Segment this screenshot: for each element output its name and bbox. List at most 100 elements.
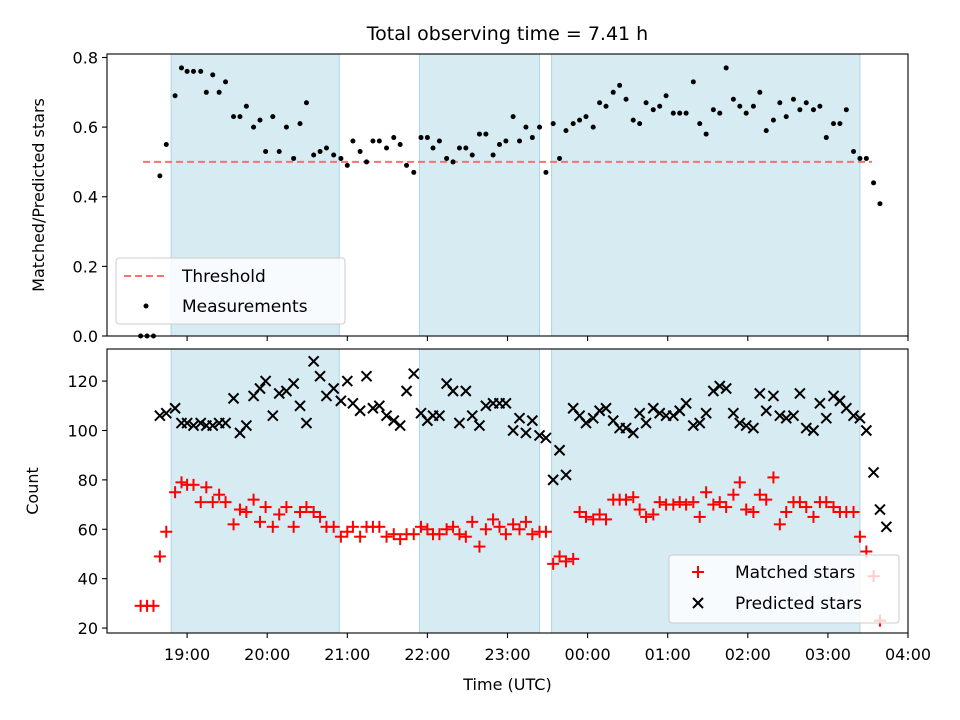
matched-star-point	[800, 501, 813, 514]
predicted-star-point	[447, 385, 459, 397]
measurement-point	[803, 100, 809, 106]
ratio-panel: 0.00.20.40.60.8 Matched/Predicted stars …	[29, 48, 909, 346]
matched-star-point	[793, 496, 806, 509]
predicted-star-point	[388, 414, 400, 427]
predicted-star-point	[219, 417, 232, 429]
predicted-star-point	[207, 419, 219, 432]
predicted-star-point	[533, 429, 546, 442]
measurement-point	[344, 162, 350, 168]
bottom-legend-box	[668, 554, 900, 624]
measurement-point	[810, 107, 816, 113]
count-panel: 20 40 60 80 100 120 19:00 20:00 21:00 22:00 23:00…	[23, 348, 931, 694]
measurement-point	[483, 131, 489, 137]
y-tick-label: 0.2	[73, 257, 98, 276]
measurement-point	[157, 173, 163, 179]
matched-star-point	[346, 520, 359, 533]
predicted-star-point	[540, 432, 552, 444]
x-tick-label: 01:00	[645, 645, 691, 664]
predicted-star-point	[408, 367, 420, 380]
matched-star-point	[526, 528, 539, 541]
predicted-star-point	[314, 370, 326, 382]
predicted-star-point	[760, 405, 772, 417]
measurement-point	[338, 155, 344, 161]
matched-star-point	[559, 555, 572, 568]
matched-star-point	[414, 520, 427, 533]
predicted-star-point	[647, 402, 659, 414]
measurement-point	[317, 148, 323, 154]
predicted-star-point	[633, 407, 646, 419]
matched-star-point	[354, 530, 367, 543]
measurement-point	[184, 68, 190, 74]
measurement-point	[270, 114, 276, 120]
measurement-point	[397, 142, 403, 148]
top-x-ticks	[186, 336, 909, 341]
measurements-legend-label: Measurements	[182, 297, 308, 317]
measurement-point	[637, 121, 643, 127]
measurement-point	[610, 89, 616, 95]
matched-star-point	[440, 523, 453, 536]
matched-star-point	[700, 486, 713, 499]
matched-star-point	[493, 520, 506, 533]
predicted-star-point	[480, 400, 492, 412]
shaded-interval	[551, 53, 861, 337]
measurement-point	[503, 138, 509, 144]
measurement-point	[331, 152, 337, 158]
measurement-point	[871, 180, 877, 186]
matched-star-point	[387, 528, 400, 541]
predicted-star-point	[653, 407, 666, 419]
matched-star-point	[407, 528, 420, 541]
matched-star-point	[187, 478, 200, 491]
matched-star-point	[266, 520, 279, 533]
measurements-legend-swatch	[143, 303, 149, 309]
measurement-point	[623, 96, 629, 102]
measurement-point	[456, 145, 462, 151]
predicted-star-point	[513, 412, 526, 424]
measurement-point	[703, 131, 709, 137]
measurement-point	[231, 114, 237, 120]
y-tick-label: 0.8	[73, 48, 98, 67]
matched-star-point	[487, 513, 500, 526]
y-tick-label: 60	[78, 520, 98, 539]
matched-star-point	[499, 528, 512, 541]
matched-star-point	[227, 518, 240, 531]
predicted-star-point	[335, 395, 347, 407]
top-y-ticks: 0.0 0.2 0.4 0.6 0.8	[73, 48, 107, 346]
matched-star-point	[280, 501, 293, 514]
predicted-star-point	[367, 402, 379, 414]
predicted-star-point	[341, 375, 354, 387]
matched-star-point	[334, 530, 347, 543]
matched-star-point	[466, 515, 479, 528]
matched-star-point	[253, 515, 266, 528]
measurement-point	[777, 100, 783, 106]
matched-star-point	[160, 525, 173, 538]
matched-star-point	[233, 503, 246, 516]
predicted-star-point	[181, 417, 193, 429]
measurement-point	[843, 107, 849, 113]
measurement-point	[783, 114, 789, 120]
measurement-point	[384, 145, 390, 151]
predicted-star-point	[880, 521, 893, 533]
predicted-stars-legend-label: Predicted stars	[735, 594, 862, 614]
predicted-star-point	[453, 417, 466, 429]
matched-star-point	[653, 496, 666, 509]
predicted-star-point	[354, 405, 366, 417]
measurement-point	[263, 148, 269, 154]
measurement-point	[630, 117, 636, 123]
matched-star-point	[287, 520, 300, 533]
predicted-star-point	[473, 419, 486, 432]
matched-star-point	[667, 498, 680, 511]
x-tick-label: 20:00	[244, 645, 290, 664]
measurement-point	[198, 68, 204, 74]
measurement-point	[770, 117, 776, 123]
measurement-point	[743, 110, 749, 116]
matched-star-point	[733, 476, 746, 489]
matched-star-point	[200, 481, 213, 494]
predicted-star-point	[394, 419, 406, 432]
matched-star-point	[314, 510, 327, 523]
measurement-point	[557, 155, 563, 161]
bottom-legend: Matched stars Predicted stars	[668, 554, 900, 624]
measurement-point	[570, 121, 576, 127]
chart-title: Total observing time = 7.41 h	[366, 23, 648, 45]
predicted-stars-points	[154, 355, 893, 533]
matched-stars-legend-swatch	[692, 566, 704, 578]
